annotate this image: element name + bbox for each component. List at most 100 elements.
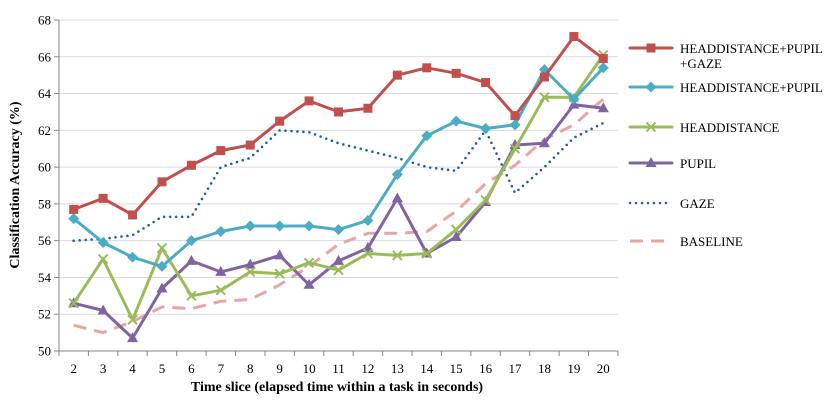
- legend-entry: PUPIL: [628, 156, 716, 171]
- series-gaze: [72, 121, 605, 242]
- marker-x-stroke: [362, 248, 374, 259]
- marker-x-stroke: [156, 242, 168, 254]
- series-line: [72, 53, 605, 322]
- x-tick-label: 13: [391, 361, 404, 376]
- y-tick-label: 50: [38, 344, 51, 359]
- marker-square: [598, 54, 608, 64]
- marker-x: [245, 266, 256, 278]
- y-tick-label: 64: [38, 86, 52, 101]
- legend-entry: HEADDISTANCE: [628, 120, 779, 135]
- legend-label: PUPIL: [680, 156, 716, 171]
- x-tick-label: 18: [538, 361, 551, 376]
- y-tick-labels: 50 52 54 56 58 60 62 64 66 68: [38, 13, 52, 359]
- marker-triangle: [391, 192, 403, 203]
- y-tick-label: 58: [38, 196, 51, 211]
- marker-diamond: [597, 62, 609, 74]
- x-tick-label: 20: [597, 361, 610, 376]
- marker-x-stroke: [645, 121, 657, 133]
- marker-x: [333, 264, 344, 276]
- marker-x-stroke: [245, 266, 256, 278]
- x-tick-label: 14: [420, 361, 434, 376]
- marker-diamond: [156, 260, 168, 272]
- marker-x: [645, 121, 657, 133]
- marker-x-stroke: [215, 285, 227, 296]
- x-tick-labels: 2 3 4 5 6 7 8 9 10 11 12 13 14 15 16 17 18 19 20: [70, 361, 609, 376]
- x-tick-label: 8: [247, 361, 254, 376]
- marker-square: [69, 204, 79, 214]
- marker-square: [451, 68, 461, 78]
- axes: [54, 19, 619, 356]
- x-tick-label: 17: [509, 361, 523, 376]
- legend-entry: HEADDISTANCE+PUPIL: [628, 80, 823, 95]
- marker-triangle: [274, 249, 286, 260]
- marker-x: [480, 195, 491, 206]
- marker-x-stroke: [186, 290, 197, 302]
- series-line: [73, 97, 605, 335]
- plot-area: [68, 32, 609, 343]
- marker-diamond: [645, 81, 657, 93]
- marker-diamond: [391, 168, 403, 180]
- marker-x-stroke: [303, 257, 315, 268]
- marker-triangle: [333, 254, 344, 265]
- marker-triangle: [597, 102, 609, 113]
- y-tick-label: 60: [38, 160, 51, 175]
- marker-square: [646, 43, 656, 53]
- x-tick-label: 16: [479, 361, 493, 376]
- marker-triangle: [127, 332, 139, 343]
- legend-label: GAZE: [680, 196, 715, 211]
- marker-diamond: [185, 235, 197, 247]
- marker-x: [509, 143, 521, 154]
- x-tick-label: 3: [100, 361, 107, 376]
- marker-diamond: [421, 130, 433, 142]
- legend-entry: HEADDISTANCE+PUPIL+GAZE: [628, 41, 823, 71]
- marker-diamond: [509, 119, 521, 131]
- marker-square: [334, 107, 343, 117]
- marker-square: [98, 193, 108, 203]
- marker-x: [68, 297, 79, 309]
- y-tick-label: 56: [38, 233, 52, 248]
- marker-diamond: [274, 220, 286, 232]
- marker-triangle: [244, 258, 256, 269]
- series-line: [72, 35, 605, 217]
- marker-diamond: [244, 220, 256, 232]
- marker-square: [304, 96, 314, 106]
- marker-square: [245, 140, 255, 150]
- series-baseline: [73, 97, 605, 335]
- legend-label: HEADDISTANCE: [680, 120, 779, 135]
- marker-triangle: [215, 265, 227, 276]
- marker-triangle: [538, 137, 550, 148]
- legend-label: +GAZE: [680, 56, 722, 71]
- x-tick-label: 12: [361, 361, 374, 376]
- y-axis-title: Classification Accuracy (%): [8, 101, 23, 269]
- marker-x-stroke: [539, 92, 550, 103]
- marker-square: [392, 70, 402, 80]
- marker-triangle: [450, 230, 462, 241]
- marker-triangle: [97, 304, 109, 315]
- x-tick-label: 4: [129, 361, 136, 376]
- marker-x: [392, 250, 403, 261]
- marker-diamond: [303, 220, 315, 232]
- marker-square: [157, 177, 167, 187]
- legend: HEADDISTANCE+PUPIL+GAZEHEADDISTANCE+PUPI…: [628, 41, 823, 249]
- series-headdistance-pupil-gaze: [69, 32, 608, 220]
- marker-diamond: [333, 224, 344, 236]
- marker-x-stroke: [68, 297, 79, 309]
- marker-diamond: [450, 115, 462, 127]
- marker-x-stroke: [333, 264, 344, 276]
- series-line: [72, 121, 605, 242]
- marker-x: [303, 257, 315, 268]
- marker-x: [421, 248, 432, 259]
- marker-x-stroke: [450, 224, 462, 235]
- x-tick-label: 19: [567, 361, 580, 376]
- marker-x-stroke: [97, 253, 109, 265]
- marker-diamond: [97, 237, 109, 249]
- marker-x: [274, 268, 285, 279]
- marker-square: [275, 116, 285, 126]
- legend-label: HEADDISTANCE+PUPIL: [680, 80, 823, 95]
- marker-x-stroke: [509, 143, 521, 154]
- marker-triangle: [303, 278, 315, 289]
- x-tick-label: 6: [188, 361, 195, 376]
- x-tick-label: 5: [159, 361, 166, 376]
- x-tick-label: 10: [303, 361, 316, 376]
